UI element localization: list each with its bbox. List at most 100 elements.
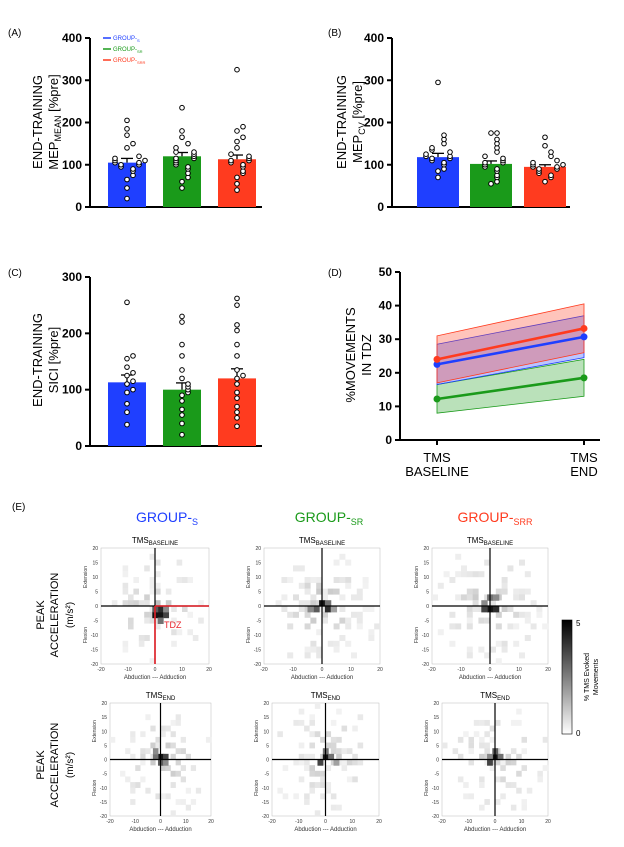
heatmap-cell — [489, 765, 496, 771]
heatmap-hot-cell — [163, 753, 169, 761]
heatmap-cell — [298, 708, 305, 715]
panel-c-ytick-label: 100 — [62, 383, 82, 397]
panel-c-data-point — [124, 389, 130, 396]
heatmap-cell — [192, 635, 199, 641]
heatmap-ytick-label: -5 — [435, 772, 440, 778]
heatmap-extension-label: Extension — [254, 720, 260, 742]
heatmap-ytick-label: 15 — [255, 561, 261, 567]
heatmap-cell — [316, 652, 323, 659]
panel-c-data-point — [234, 375, 240, 382]
heatmap-cell — [122, 588, 129, 595]
heatmap-cell — [298, 582, 305, 589]
heatmap-cell — [316, 646, 323, 653]
heatmap-ytick-label: 5 — [266, 743, 269, 749]
heatmap-cell — [309, 770, 315, 777]
heatmap-extension-label: Extension — [83, 566, 89, 588]
heatmap-hot-cell — [487, 753, 493, 761]
heatmap-cell — [510, 759, 517, 766]
heatmap-cell — [461, 571, 467, 578]
panel-a-data-point — [179, 134, 185, 141]
heatmap-cell — [542, 765, 549, 771]
heatmap-cell — [452, 748, 459, 755]
heatmap-cell — [516, 770, 522, 777]
heatmap-title: TMSBASELINE — [132, 536, 178, 547]
heatmap-cell — [432, 594, 438, 601]
heatmap-cell — [519, 652, 525, 659]
heatmap-xtick-label: 10 — [348, 667, 354, 673]
heatmap-cell — [298, 759, 305, 766]
panel-a-ytick-label: 200 — [62, 116, 82, 130]
panel-b-ylabel-1: END-TRAINING — [334, 75, 349, 169]
heatmap-ytick-label: 20 — [255, 546, 261, 552]
heatmap-cell — [327, 588, 334, 595]
heatmap-cell — [122, 582, 129, 589]
heatmap-cell — [368, 606, 375, 612]
line-chart-d: 0 10 20 30 40 50 — [379, 265, 600, 447]
panel-c-data-point — [179, 367, 185, 373]
panel-c-data-point — [234, 367, 240, 373]
heatmap-cell — [463, 793, 469, 800]
heatmap-cell — [466, 646, 473, 653]
heatmap-cell — [495, 799, 501, 805]
heatmap-cell — [336, 753, 342, 760]
heatmap-cell — [170, 770, 176, 777]
heatmap-cell — [281, 594, 288, 601]
panel-a-data-point — [124, 185, 130, 191]
heatmap-cell — [149, 577, 156, 583]
heatmap-xtick-label: -20 — [97, 667, 104, 673]
heatmap-cell — [160, 725, 166, 732]
heatmap-cell — [304, 588, 311, 595]
panel-c-ytick-label: 0 — [75, 439, 82, 453]
heatmap-title: TMSEND — [146, 691, 176, 702]
heatmap-cell — [468, 793, 474, 800]
panel-c-data-point — [124, 364, 130, 370]
panel-c-data-point — [124, 299, 130, 306]
heatmap-xtick-label: 0 — [494, 819, 497, 825]
heatmap-cell — [170, 782, 176, 788]
heatmap-cell — [510, 804, 517, 811]
panel-d-ytick-label: 30 — [379, 332, 393, 346]
heatmap-cell — [484, 799, 490, 805]
heatmap-cell — [111, 600, 118, 607]
panel-c-data-point — [234, 389, 240, 396]
heatmap-cell — [484, 652, 491, 659]
heatmap-title-main: TMS — [480, 691, 497, 700]
panel-b-ylabel-tail: [%pre] — [350, 81, 365, 122]
heatmap-hot-cell — [328, 753, 335, 761]
heatmap-cell — [160, 731, 166, 738]
heatmap-flexion-label: Flexion — [414, 627, 420, 643]
heatmap-cell — [155, 793, 161, 800]
heatmap-cell — [521, 804, 527, 811]
panel-d-x1-line2: BASELINE — [405, 464, 469, 479]
heatmap-cell — [309, 787, 315, 794]
panel-c-data-point — [179, 341, 185, 348]
heatmap-cell — [187, 577, 193, 583]
panel-c-data-point — [130, 378, 136, 385]
heatmap-cell — [507, 565, 514, 572]
heatmap-ytick-label: 15 — [423, 561, 429, 567]
heatmap-cell — [500, 793, 506, 800]
heatmap-cell — [507, 623, 514, 630]
panel-c-data-point — [234, 395, 240, 401]
heatmap-cell — [466, 623, 473, 630]
heatmap-cell — [316, 629, 323, 636]
panel-c-ytick-label: 300 — [62, 270, 82, 284]
heatmap-xtick-label: -20 — [428, 667, 435, 673]
panel-d-x1-line1: TMS — [423, 450, 451, 465]
heatmap-xtick-label: 20 — [208, 819, 214, 825]
panel-a-ytick-label: 400 — [62, 31, 82, 45]
heatmap-cell — [309, 765, 315, 771]
heatmap-plot: TMSEND 20 15 10 5 0 -5 -10 -15 -20-20 -10 0 10 20 Abdu… — [254, 691, 382, 833]
heatmap-cell — [341, 748, 348, 755]
heatmap-hot-cell — [157, 611, 164, 619]
heatmap-xtick-label: 20 — [545, 667, 551, 673]
panel-b-ylabel-main: MEP — [350, 135, 365, 163]
heatmap-cell — [198, 600, 204, 607]
heatmap-title-main: TMS — [467, 536, 484, 545]
heatmap-cell — [176, 629, 183, 636]
heatmap-cell — [309, 719, 315, 726]
heatmap-cell — [128, 594, 134, 601]
heatmap-cell — [351, 652, 357, 659]
heatmap-cell — [449, 640, 456, 647]
group-title: GROUP-S — [136, 509, 198, 527]
